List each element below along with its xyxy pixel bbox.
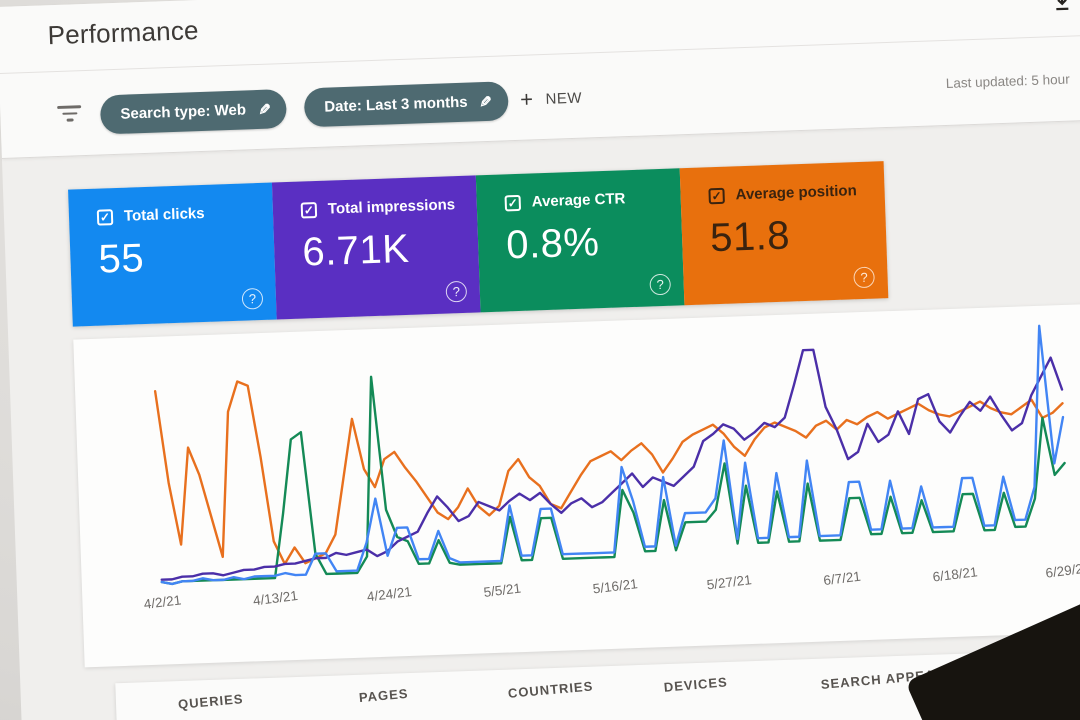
tab-pages[interactable]: PAGES: [358, 685, 410, 706]
metric-value: 0.8%: [505, 220, 601, 268]
performance-chart-svg: [153, 324, 1066, 586]
series-ctr-line: [160, 375, 1066, 586]
x-tick-label: 4/13/21: [252, 587, 299, 609]
help-icon[interactable]: ?: [649, 273, 672, 296]
x-tick-label: 6/18/21: [931, 564, 979, 585]
x-tick-label: 6/29/21: [1045, 560, 1080, 581]
metric-label: Total impressions: [327, 196, 456, 218]
edit-pencil-icon[interactable]: ✎: [479, 93, 493, 111]
download-icon: [1054, 0, 1071, 16]
new-filter-button[interactable]: + NEW: [519, 86, 583, 112]
date-range-chip-label: Date: Last 3 months: [324, 93, 468, 116]
help-icon[interactable]: ?: [445, 280, 468, 303]
page-title: Performance: [47, 15, 200, 51]
tab-queries[interactable]: QUERIES: [177, 691, 245, 712]
x-tick-label: 4/24/21: [365, 584, 413, 605]
new-filter-label: NEW: [545, 89, 583, 108]
card-header: ✓ Total clicks: [96, 203, 273, 226]
x-tick-label: 5/27/21: [705, 572, 752, 593]
checkbox-checked-icon[interactable]: ✓: [708, 187, 725, 204]
x-tick-label: 5/16/21: [592, 576, 639, 597]
total-impressions-card[interactable]: ✓ Total impressions 6.71K ?: [271, 175, 481, 320]
total-clicks-card[interactable]: ✓ Total clicks 55 ?: [68, 182, 277, 327]
x-tick-label: 4/2/21: [142, 592, 183, 612]
metric-label: Average CTR: [531, 190, 626, 211]
average-ctr-card[interactable]: ✓ Average CTR 0.8% ?: [475, 168, 685, 313]
search-type-chip[interactable]: Search type: Web ✎: [99, 88, 288, 135]
export-download-button[interactable]: [1045, 0, 1080, 22]
series-clicks-line: [160, 324, 1065, 586]
search-type-chip-label: Search type: Web: [120, 101, 247, 123]
plus-icon: +: [519, 86, 534, 112]
metric-label: Average position: [735, 182, 858, 204]
card-header: ✓ Total impressions: [300, 195, 477, 219]
x-axis-labels: 4/2/21 4/13/21 4/24/21 5/5/21 5/16/21 5/27/21…: [73, 302, 1080, 668]
x-tick-label: 6/7/21: [822, 568, 862, 589]
tab-devices[interactable]: DEVICES: [663, 674, 729, 695]
header-bar: Performance Search type: Web ✎: [0, 0, 1080, 159]
metric-value: 55: [97, 236, 145, 282]
edit-pencil-icon[interactable]: ✎: [257, 101, 271, 119]
metric-value: 6.71K: [301, 226, 411, 275]
metric-value: 51.8: [709, 213, 791, 261]
performance-chart-card: 4/2/21 4/13/21 4/24/21 5/5/21 5/16/21 5/27/21…: [73, 301, 1080, 668]
x-tick-label: 5/5/21: [482, 580, 522, 600]
checkbox-checked-icon[interactable]: ✓: [504, 194, 522, 211]
tab-countries[interactable]: COUNTRIES: [507, 678, 594, 701]
date-range-chip[interactable]: Date: Last 3 months ✎: [303, 81, 509, 128]
metric-cards-row: ✓ Total clicks 55 ? ✓ Total impressions …: [68, 161, 889, 327]
help-icon[interactable]: ?: [853, 266, 875, 289]
title-row: Performance: [0, 0, 1080, 74]
checkbox-checked-icon[interactable]: ✓: [96, 208, 114, 226]
card-header: ✓ Average position: [708, 181, 884, 204]
card-header: ✓ Average CTR: [504, 188, 680, 211]
help-icon[interactable]: ?: [241, 287, 264, 310]
checkbox-checked-icon[interactable]: ✓: [300, 201, 318, 219]
filter-icon[interactable]: [56, 105, 83, 124]
metric-label: Total clicks: [123, 204, 205, 225]
average-position-card[interactable]: ✓ Average position 51.8 ?: [679, 161, 889, 306]
last-updated-text: Last updated: 5 hour: [945, 71, 1070, 91]
